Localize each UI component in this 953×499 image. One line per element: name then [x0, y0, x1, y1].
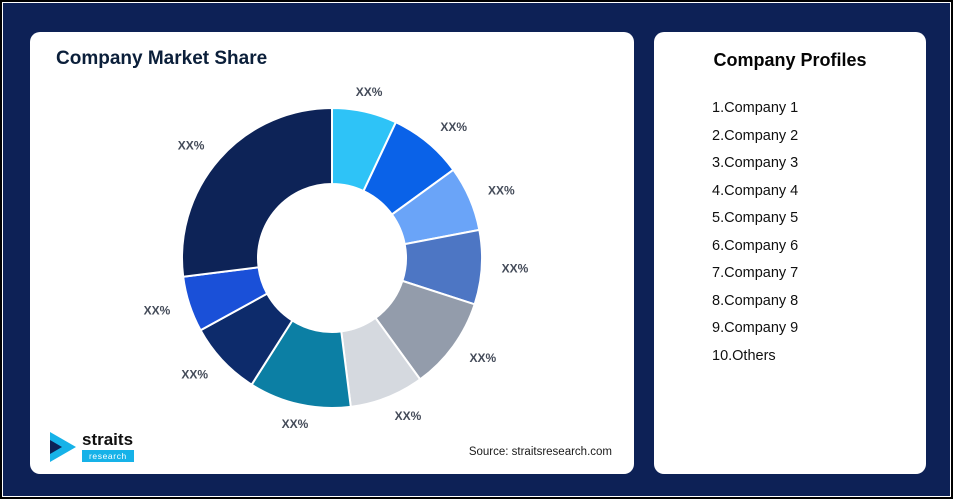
slice-label: XX% [282, 417, 309, 431]
logo-name: straits [82, 430, 134, 449]
profiles-title: Company Profiles [713, 50, 867, 70]
slice-label: XX% [470, 351, 497, 365]
list-item: 10.Others [712, 347, 776, 364]
chart-title: Company Market Share [56, 48, 268, 69]
slice-label: XX% [144, 304, 171, 318]
list-item: 4.Company 4 [712, 182, 799, 199]
logo-text: straits research [82, 431, 134, 462]
straits-research-logo: straits research [50, 431, 134, 462]
slice-label: XX% [440, 120, 467, 134]
source-note: Source: straitsresearch.com [468, 446, 612, 458]
company-profiles-list: 1.Company 1 2.Company 2 3.Company 3 4.Co… [712, 95, 926, 370]
company-profiles-card: Company Profiles 1.Company 1 2.Company 2… [654, 32, 926, 474]
slice-label: XX% [395, 409, 422, 423]
list-item: 2.Company 2 [712, 127, 799, 144]
donut-chart-svg: XX% XX% XX% XX% XX% XX% XX% XX% XX% XX% [144, 85, 529, 431]
list-item: 8.Company 8 [712, 292, 799, 309]
list-item: 7.Company 7 [712, 265, 799, 281]
list-item: 1.Company 1 [712, 100, 799, 116]
market-share-card: Company Market Share XX% XX% XX% XX% XX% XX% X… [30, 32, 634, 474]
slice-label: XX% [178, 139, 205, 153]
slice-label: XX% [488, 183, 515, 197]
list-item: 5.Company 5 [712, 210, 799, 226]
list-item: 9.Company 9 [712, 320, 799, 336]
straits-logo-icon [50, 431, 76, 462]
slice-label: XX% [181, 367, 208, 381]
list-item: 3.Company 3 [712, 155, 799, 171]
donut-segment [181, 106, 333, 278]
list-item: 6.Company 6 [712, 237, 799, 254]
logo-subtitle: research [82, 450, 134, 462]
slice-label: XX% [356, 85, 383, 99]
slice-label: XX% [502, 262, 529, 276]
